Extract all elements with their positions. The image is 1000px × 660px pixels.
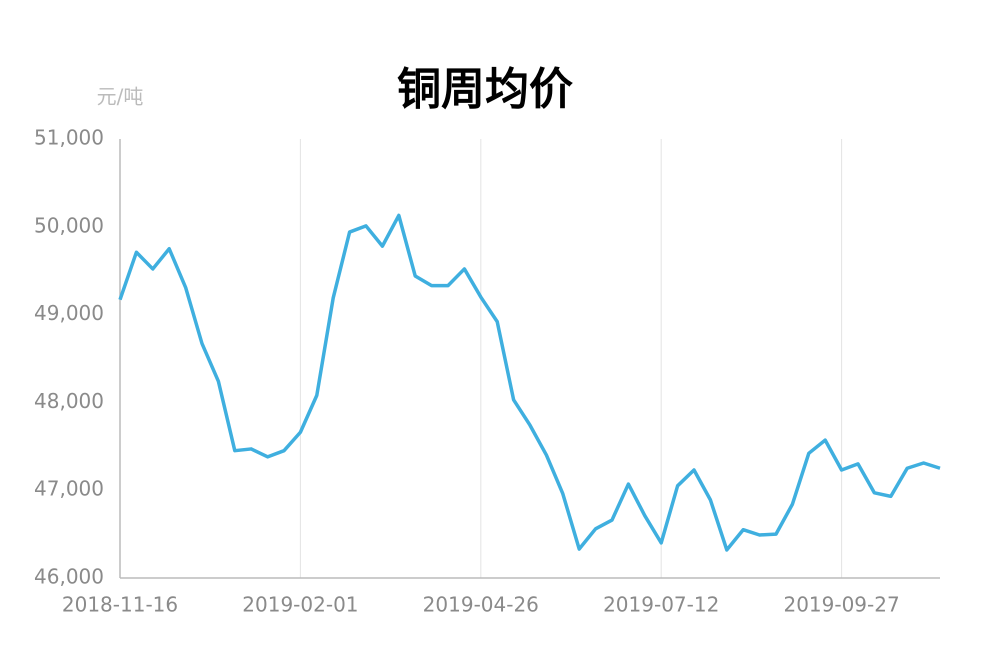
x-tick-label: 2018-11-16 [62, 593, 178, 617]
chart-title: 铜周均价 [397, 64, 573, 115]
x-tick-label: 2019-07-12 [603, 593, 719, 617]
y-tick-label: 51,000 [34, 126, 104, 150]
line [118, 213, 941, 552]
x-tick-label: 2019-04-26 [423, 593, 539, 617]
x-tick-label: 2019-09-27 [783, 593, 899, 617]
x-tick-label: 2019-02-01 [242, 593, 358, 617]
y-tick-label: 50,000 [34, 213, 104, 237]
y-axis-label: 元/吨 [97, 85, 144, 109]
y-tick-label: 46,000 [34, 565, 104, 589]
y-tick-label: 49,000 [34, 301, 104, 325]
y-tick-label: 47,000 [34, 477, 104, 501]
y-tick-label: 48,000 [34, 389, 104, 413]
